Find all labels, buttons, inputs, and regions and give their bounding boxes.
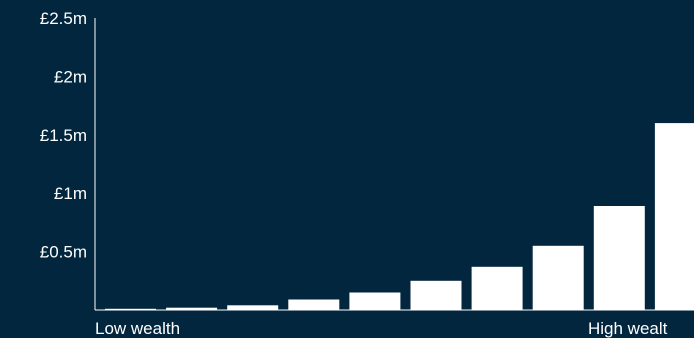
bar	[288, 299, 340, 310]
bar	[349, 292, 401, 310]
y-tick-label: £0.5m	[40, 243, 87, 262]
bar	[227, 305, 279, 310]
bar	[105, 308, 156, 310]
x-axis-end-label: High wealt	[588, 319, 668, 338]
y-tick-label: £2.5m	[40, 9, 87, 28]
bar	[593, 206, 645, 310]
bar	[410, 280, 462, 310]
bar	[532, 245, 584, 310]
y-axis-ticks: £0.5m £1m £1.5m £2m £2.5m	[40, 9, 87, 262]
y-tick-label: £1m	[54, 184, 87, 203]
bar	[166, 307, 218, 310]
x-axis-start-label: Low wealth	[95, 319, 180, 338]
y-tick-label: £2m	[54, 67, 87, 86]
bar	[471, 266, 523, 310]
bars-group	[105, 123, 694, 310]
bar	[654, 123, 694, 310]
y-tick-label: £1.5m	[40, 126, 87, 145]
